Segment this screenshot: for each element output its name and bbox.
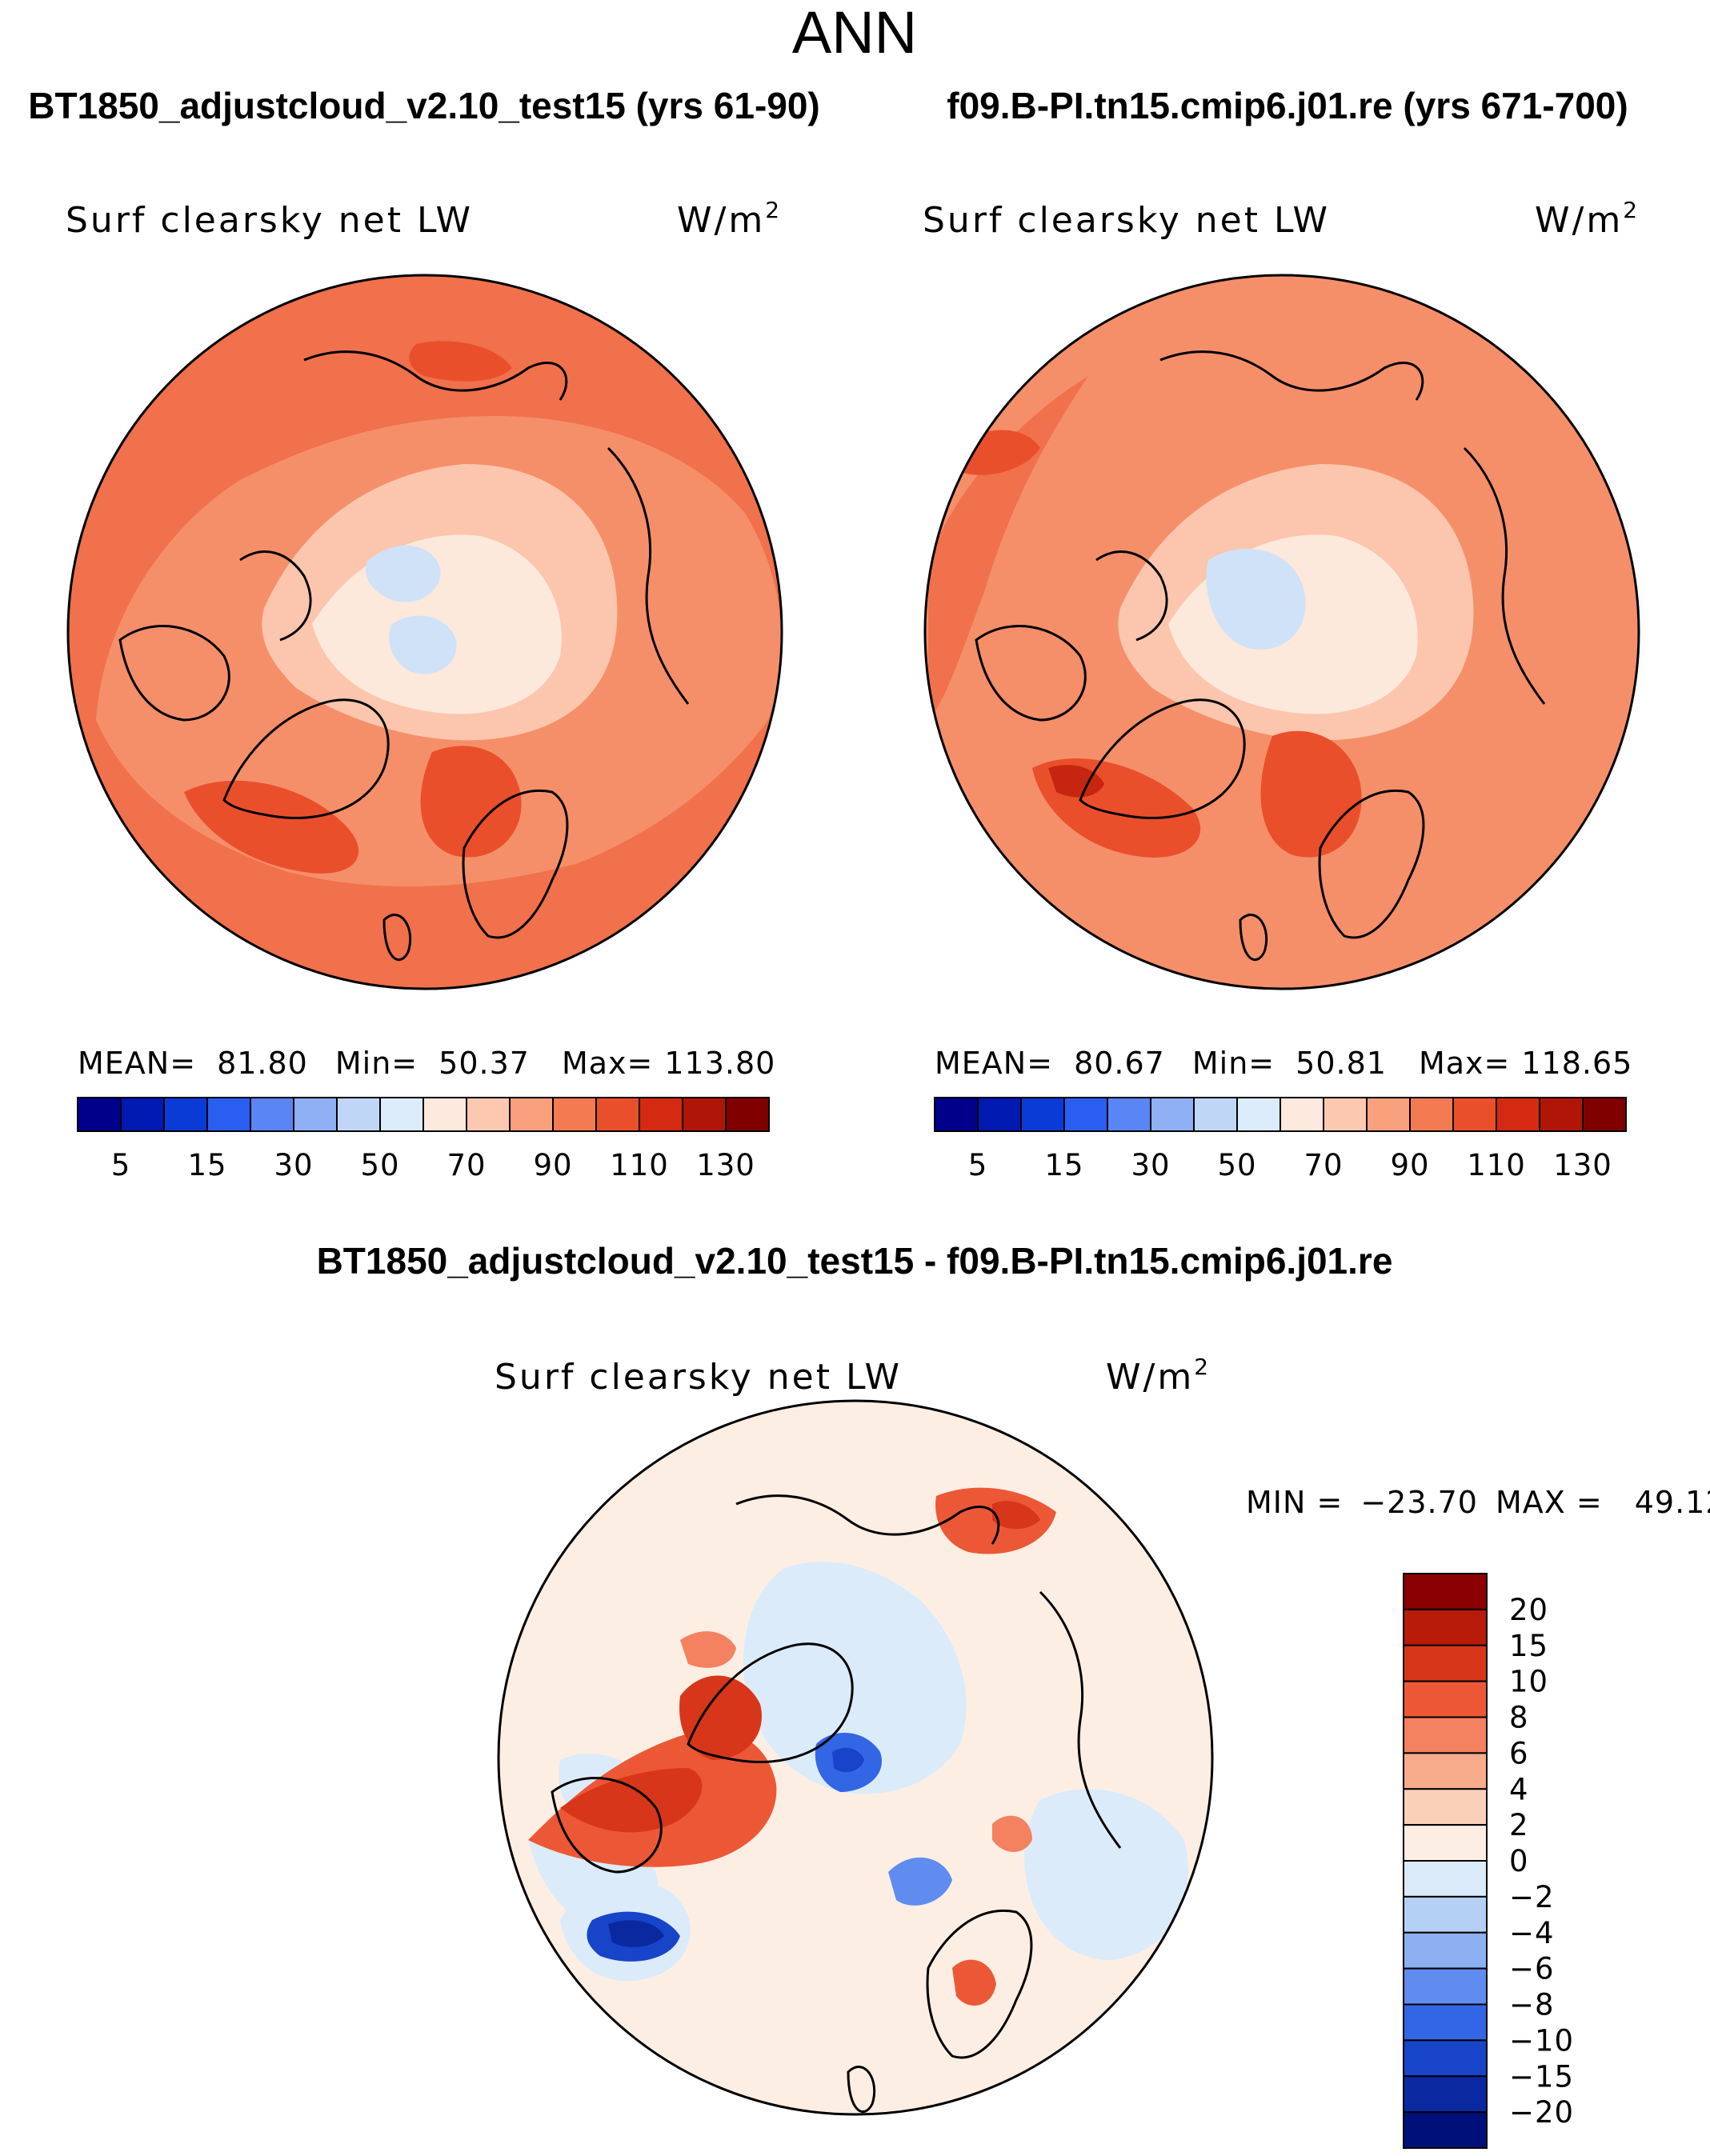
- colorbar-tick-label: −8: [1509, 1988, 1555, 2022]
- colorbar-swatch: [1403, 1644, 1488, 1682]
- difference-title: BT1850_adjustcloud_v2.10_test15 - f09.B-…: [317, 1240, 1393, 1282]
- colorbar-tick-label: 0: [1509, 1844, 1529, 1878]
- difference-variable-label: Surf clearsky net LW: [495, 1357, 902, 1398]
- colorbar-swatch: [379, 1097, 424, 1132]
- colorbar-tick-label: −10: [1509, 2023, 1574, 2058]
- figure-title: ANN: [792, 0, 917, 66]
- colorbar-swatch: [422, 1097, 467, 1132]
- colorbar-swatch: [1403, 1752, 1488, 1790]
- colorbar-tick-label: 70: [1304, 1148, 1343, 1182]
- colorbar-swatch: [77, 1097, 122, 1132]
- colorbar-tick-label: 70: [447, 1148, 486, 1182]
- colorbar-tick-label: 4: [1509, 1772, 1529, 1806]
- case1-stats: MEAN= 81.80 Min= 50.37 Max= 113.80: [78, 1046, 775, 1081]
- difference-units-label: W/m2: [1106, 1354, 1211, 1398]
- colorbar-tick-label: −15: [1509, 2059, 1574, 2094]
- colorbar-tick-label: −20: [1509, 2095, 1574, 2130]
- colorbar-swatch: [1403, 1895, 1488, 1934]
- case1-polar-map: [66, 274, 783, 990]
- colorbar-swatch: [1403, 1573, 1488, 1610]
- colorbar-tick-label: 50: [1217, 1148, 1256, 1182]
- colorbar-swatch: [1403, 2075, 1488, 2114]
- colorbar-tick-label: 30: [1131, 1148, 1170, 1182]
- colorbar-swatch: [1063, 1097, 1108, 1132]
- colorbar-swatch: [1150, 1097, 1195, 1132]
- colorbar-swatch: [1403, 2111, 1488, 2149]
- colorbar-tick-label: 110: [610, 1148, 669, 1182]
- colorbar-tick-label: 110: [1467, 1148, 1526, 1182]
- colorbar-swatch: [552, 1097, 597, 1132]
- colorbar-swatch: [293, 1097, 338, 1132]
- colorbar-tick-label: −4: [1509, 1916, 1555, 1950]
- colorbar-swatch: [725, 1097, 770, 1132]
- case2-colorbar: 5 15 30 50 70 90 110 130: [934, 1097, 1627, 1182]
- case2-stats: MEAN= 80.67 Min= 50.81 Max= 118.65: [935, 1046, 1632, 1081]
- colorbar-tick-label: 2: [1509, 1808, 1529, 1842]
- colorbar-swatch: [1403, 1860, 1488, 1898]
- colorbar-swatch: [1403, 1716, 1488, 1754]
- colorbar-swatch: [1107, 1097, 1151, 1132]
- colorbar-tick-label: −6: [1509, 1952, 1555, 1986]
- colorbar-swatch: [1452, 1097, 1497, 1132]
- case1-colorbar: 5 15 30 50 70 90 110 130: [77, 1097, 770, 1182]
- colorbar-tick-label: 10: [1509, 1665, 1548, 1699]
- colorbar-swatch: [595, 1097, 640, 1132]
- colorbar-tick-label: 20: [1509, 1593, 1548, 1627]
- colorbar-swatch: [1403, 1824, 1488, 1862]
- colorbar-swatch: [934, 1097, 979, 1132]
- colorbar-swatch: [509, 1097, 554, 1132]
- colorbar-swatch: [1539, 1097, 1584, 1132]
- colorbar-swatch: [1496, 1097, 1540, 1132]
- colorbar-tick-label: 5: [111, 1148, 131, 1182]
- colorbar-swatch: [977, 1097, 1022, 1132]
- colorbar-tick-label: 15: [1044, 1148, 1083, 1182]
- colorbar-swatch: [1403, 1680, 1488, 1718]
- case1-units-label: W/m2: [677, 197, 782, 241]
- case2-polar-map: [923, 274, 1640, 990]
- case2-units-label: W/m2: [1535, 197, 1640, 241]
- colorbar-tick-label: −2: [1509, 1880, 1555, 1914]
- colorbar-swatch: [1403, 1967, 1488, 2006]
- colorbar-swatch: [1403, 1931, 1488, 1970]
- colorbar-tick-label: 8: [1509, 1701, 1529, 1735]
- colorbar-swatch: [466, 1097, 511, 1132]
- colorbar-swatch: [639, 1097, 683, 1132]
- case2-variable-label: Surf clearsky net LW: [923, 200, 1330, 241]
- case2-title: f09.B-PI.tn15.cmip6.j01.re (yrs 671-700): [947, 85, 1628, 126]
- colorbar-swatch: [120, 1097, 165, 1132]
- colorbar-swatch: [1323, 1097, 1368, 1132]
- colorbar-swatch: [1403, 2003, 1488, 2042]
- colorbar-tick-label: 90: [533, 1148, 572, 1182]
- colorbar-swatch: [1403, 1788, 1488, 1826]
- colorbar-tick-label: 50: [360, 1148, 399, 1182]
- colorbar-swatch: [1193, 1097, 1238, 1132]
- colorbar-swatch: [1403, 2039, 1488, 2078]
- colorbar-swatch: [336, 1097, 381, 1132]
- colorbar-swatch: [1582, 1097, 1627, 1132]
- colorbar-tick-label: 15: [187, 1148, 226, 1182]
- colorbar-tick-label: 130: [1553, 1148, 1612, 1182]
- colorbar-swatch: [1236, 1097, 1281, 1132]
- colorbar-swatch: [1020, 1097, 1065, 1132]
- colorbar-swatch: [1366, 1097, 1411, 1132]
- case1-title: BT1850_adjustcloud_v2.10_test15 (yrs 61-…: [28, 85, 820, 126]
- colorbar-swatch: [1409, 1097, 1454, 1132]
- colorbar-tick-label: 30: [274, 1148, 313, 1182]
- colorbar-tick-label: 90: [1390, 1148, 1429, 1182]
- colorbar-swatch: [206, 1097, 251, 1132]
- colorbar-swatch: [682, 1097, 727, 1132]
- case1-variable-label: Surf clearsky net LW: [66, 200, 473, 241]
- colorbar-tick-label: 15: [1509, 1629, 1548, 1663]
- colorbar-tick-label: 5: [968, 1148, 988, 1182]
- colorbar-swatch: [163, 1097, 208, 1132]
- colorbar-tick-label: 6: [1509, 1736, 1529, 1770]
- difference-polar-map: [497, 1399, 1214, 2116]
- colorbar-swatch: [1279, 1097, 1324, 1132]
- colorbar-swatch: [250, 1097, 294, 1132]
- colorbar-tick-label: 130: [696, 1148, 755, 1182]
- colorbar-swatch: [1403, 1608, 1488, 1646]
